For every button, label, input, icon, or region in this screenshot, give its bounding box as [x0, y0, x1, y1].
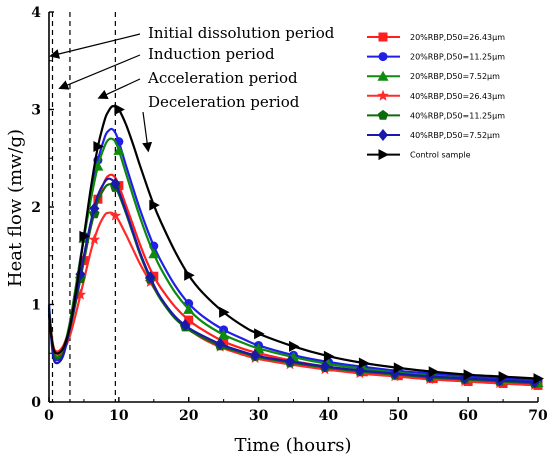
legend-item-7: Control sample [367, 149, 471, 161]
series-3-point-5 [183, 303, 195, 314]
series-3-point-2 [92, 160, 104, 171]
series-1-point-6 [219, 337, 229, 347]
x-tick-label: 30 [249, 408, 269, 424]
annotation-layer: Initial dissolution period Induction peri… [49, 24, 335, 153]
legend-marker-3 [377, 70, 389, 81]
series-7-point-4 [149, 199, 160, 211]
y-tick-label: 2 [31, 200, 41, 216]
axes: 0 10 20 30 40 50 60 70 0 1 2 3 4 [31, 5, 548, 424]
series-6-point-5 [180, 319, 191, 331]
series-7-point-13 [463, 369, 475, 381]
legend-item-2: 20%RBP,D50=11.25μm [367, 52, 505, 62]
legend: 20%RBP,D50=26.43μm 20%RBP,D50=11.25μm 20%R… [367, 32, 505, 161]
series-6-point-2 [89, 202, 100, 215]
series-6-point-4 [145, 271, 156, 284]
series-3-point-3 [113, 144, 125, 155]
series-7-point-15 [533, 373, 544, 385]
legend-item-3: 20%RBP,D50=7.52μm [367, 70, 500, 81]
x-tick-label: 10 [109, 408, 129, 424]
series-1-point-5 [184, 315, 194, 325]
series-7-point-2 [93, 141, 104, 152]
series-7-point-10 [358, 357, 370, 369]
y-tick-label: 0 [31, 395, 41, 411]
series-7-point-6 [219, 306, 230, 318]
annotation-label-3: Acceleration period [147, 69, 298, 87]
legend-label-7: Control sample [410, 151, 471, 160]
legend-label-6: 40%RBP,D50=7.52μm [410, 131, 500, 140]
series-6-point-3 [110, 177, 121, 190]
series-4-point-2 [88, 233, 101, 245]
legend-item-1: 20%RBP,D50=26.43μm [367, 32, 505, 42]
series-3 [47, 137, 544, 387]
series-6-point-10 [354, 364, 365, 377]
series-7-point-14 [498, 371, 510, 383]
series-7-point-5 [184, 269, 195, 281]
series-4-point-3 [109, 209, 122, 221]
series-7-point-3 [114, 104, 125, 115]
series-3-point-6 [218, 329, 230, 340]
series-6-point-8 [285, 355, 295, 368]
x-axis-title: Time (hours) [234, 435, 351, 456]
series-7-point-12 [428, 366, 440, 378]
x-tick-label: 60 [458, 408, 478, 424]
annotation-label-1: Initial dissolution period [148, 24, 335, 42]
legend-label-4: 40%RBP,D50=26.43μm [410, 92, 505, 101]
legend-item-6: 40%RBP,D50=7.52μm [367, 129, 500, 141]
legend-item-4: 40%RBP,D50=26.43μm [367, 89, 505, 101]
legend-marker-7 [378, 149, 389, 161]
series-6-point-9 [319, 360, 330, 373]
annotation-arrow-1 [49, 33, 141, 59]
annotation-label-4: Deceleration period [148, 93, 300, 111]
series-7-point-8 [289, 340, 300, 352]
legend-label-5: 40%RBP,D50=11.25μm [410, 111, 505, 120]
annotation-label-2: Induction period [148, 45, 275, 63]
legend-marker-6 [378, 129, 388, 141]
y-tick-label: 1 [31, 298, 41, 314]
plot-layer [47, 12, 544, 402]
y-tick-label: 4 [31, 5, 41, 21]
legend-marker-1 [378, 32, 388, 42]
series-6-point-7 [250, 349, 261, 362]
annotation-arrow-4 [142, 111, 153, 153]
x-tick-label: 70 [528, 408, 548, 424]
x-tick-label: 0 [44, 408, 54, 424]
series-4-point-1 [74, 288, 87, 300]
x-tick-label: 50 [389, 408, 409, 424]
y-axis-title: Heat flow (mw/g) [5, 129, 26, 287]
legend-marker-2 [378, 52, 388, 62]
y-tick-label: 3 [31, 103, 41, 119]
series-line-7 [47, 104, 539, 380]
series-line-2 [47, 127, 539, 382]
legend-marker-5 [377, 109, 389, 120]
legend-marker-4 [377, 89, 389, 101]
legend-item-5: 40%RBP,D50=11.25μm [367, 109, 505, 120]
series-3-point-4 [148, 248, 160, 259]
series-7 [47, 104, 544, 385]
series-7-point-7 [254, 328, 265, 340]
legend-label-3: 20%RBP,D50=7.52μm [410, 72, 500, 81]
annotation-arrow-2 [58, 54, 141, 90]
series-7-point-11 [393, 362, 405, 374]
series-7-point-9 [323, 350, 335, 362]
legend-label-2: 20%RBP,D50=11.25μm [410, 53, 505, 62]
legend-label-1: 20%RBP,D50=26.43μm [410, 33, 505, 42]
series-6-point-6 [215, 337, 226, 350]
annotation-arrow-3 [97, 78, 141, 99]
x-tick-label: 20 [179, 408, 199, 424]
series-7-point-1 [79, 230, 90, 242]
x-tick-label: 40 [319, 408, 339, 424]
